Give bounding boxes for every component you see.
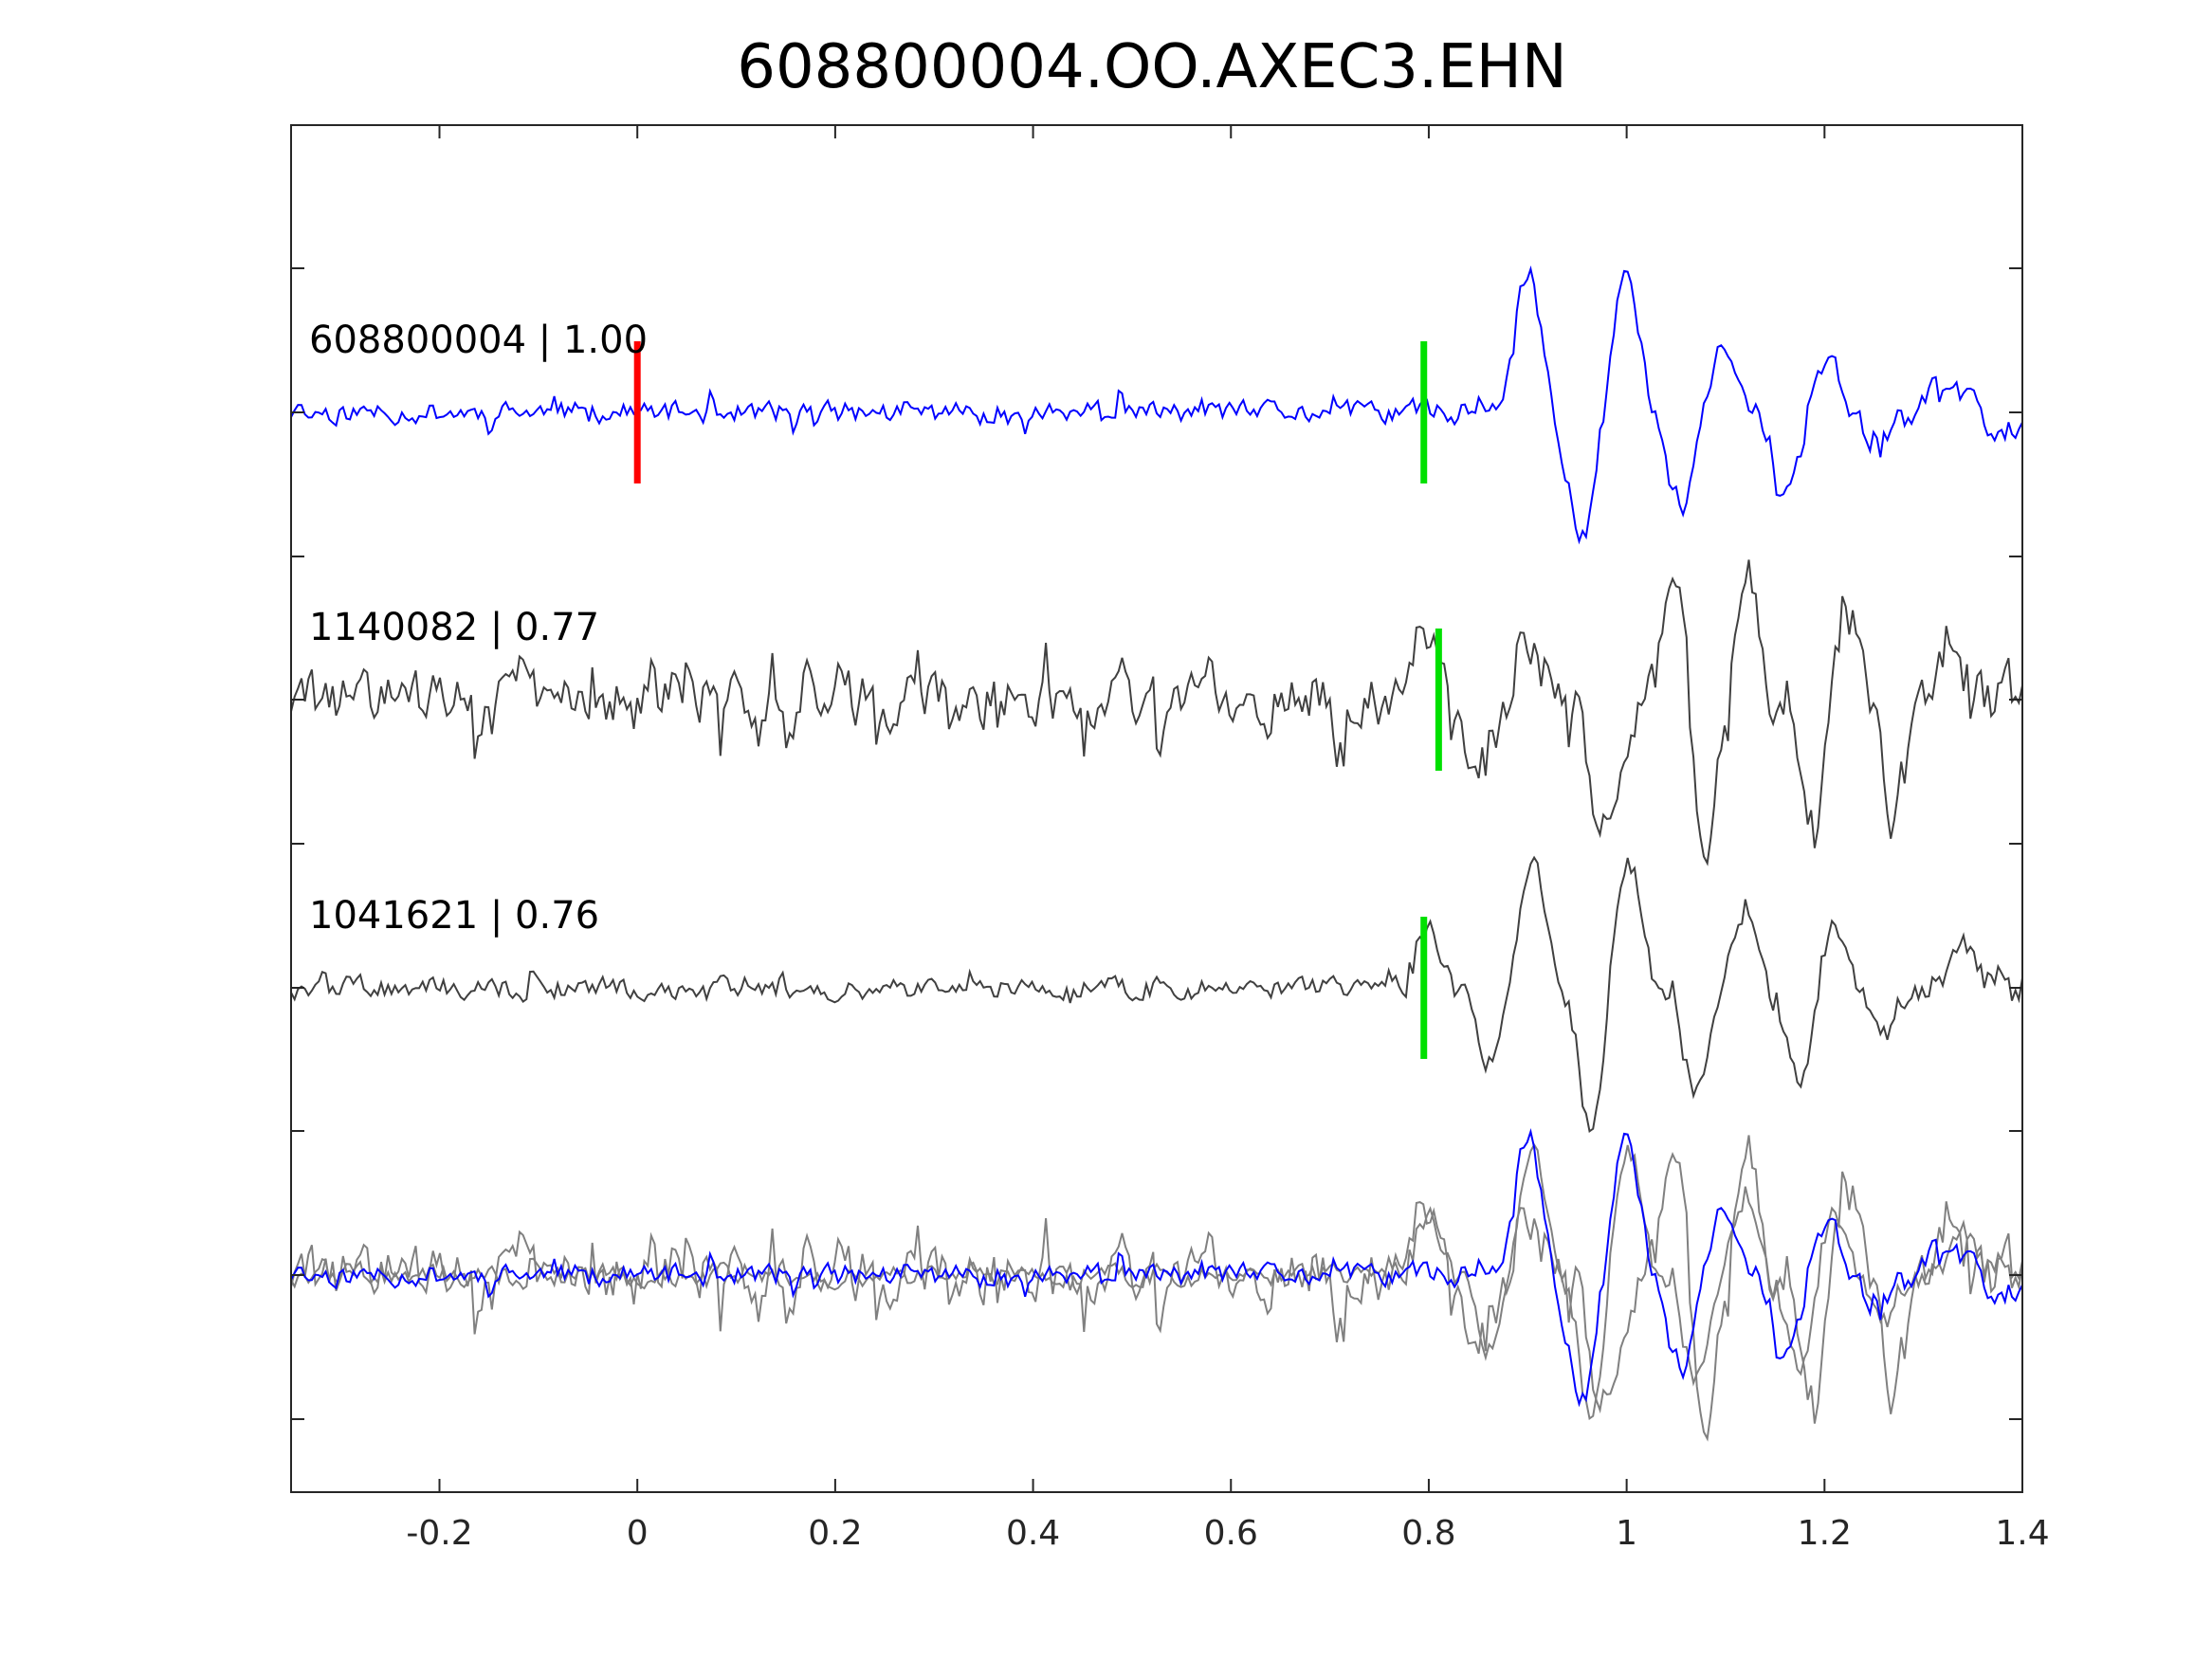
ticks-layer: -0.2 0 0.2 0.4 0.6 0.8 1 1.2 1.4	[291, 125, 2050, 1553]
x-tick-label-8: 1.4	[1995, 1514, 2049, 1553]
trace-line-1	[290, 559, 2023, 866]
trace-label-1: 1140082 | 0.77	[309, 606, 599, 649]
overlay-trace-2	[290, 1142, 2023, 1421]
trace-line-0	[290, 265, 2023, 545]
picks-layer	[633, 341, 1442, 1059]
x-tick-label-2: 0.2	[808, 1514, 862, 1553]
trace-labels-layer: 608800004 | 1.00 1140082 | 0.77 1041621 | …	[309, 319, 648, 938]
x-tick-label-1: 0	[627, 1514, 649, 1553]
x-tick-label-3: 0.4	[1006, 1514, 1060, 1553]
x-tick-label-5: 0.8	[1401, 1514, 1455, 1553]
trace-line-2	[290, 855, 2023, 1134]
x-tick-label-0: -0.2	[406, 1514, 472, 1553]
overlay-trace-1	[290, 1135, 2023, 1442]
traces-layer	[290, 265, 2023, 1442]
overlay-trace-0	[290, 1128, 2023, 1408]
trace-label-0: 608800004 | 1.00	[309, 319, 648, 362]
x-tick-label-7: 1.2	[1798, 1514, 1852, 1553]
x-tick-label-6: 1	[1616, 1514, 1637, 1553]
chart-title: 608800004.OO.AXEC3.EHN	[737, 32, 1567, 102]
plot-frame	[290, 124, 2023, 1493]
trace-label-2: 1041621 | 0.76	[309, 894, 599, 938]
x-tick-label-4: 0.6	[1204, 1514, 1258, 1553]
